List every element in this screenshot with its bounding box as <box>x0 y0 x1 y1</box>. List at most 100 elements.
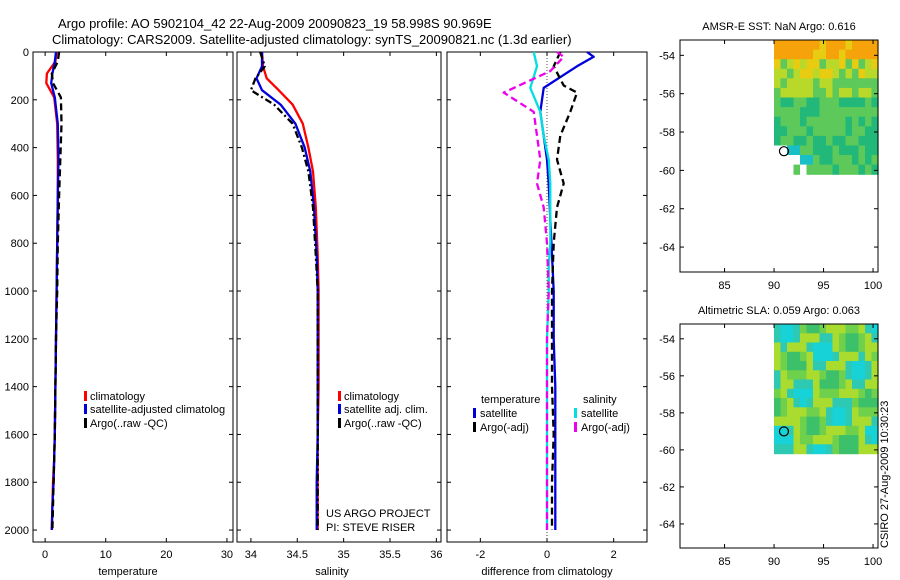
sla_map-cell <box>858 444 866 455</box>
temperature-xtick-label: 0 <box>42 549 48 561</box>
sla_map-cell <box>852 435 860 445</box>
sla_map-cell <box>826 333 834 344</box>
sla_map-cell <box>787 379 795 390</box>
sla_map-cell <box>793 351 801 362</box>
sst_map-cell <box>774 107 782 118</box>
sst_map-cell <box>832 145 840 156</box>
sst_map-cell <box>871 135 879 147</box>
sst_map-cell <box>780 135 788 147</box>
salinity-series-satellite-adj-clim- <box>255 52 319 530</box>
sst_map-cell <box>819 107 827 118</box>
sla_map-cell <box>806 425 814 436</box>
sla_map-cell <box>826 388 834 399</box>
sst_map-cell <box>800 49 808 60</box>
sst_map-cell <box>800 135 808 147</box>
salinity-xtick-label: 34 <box>245 549 257 561</box>
sla_map-cell <box>813 379 821 390</box>
sst_map-xtick-label: 95 <box>817 280 829 292</box>
sla_map-cell <box>832 342 840 353</box>
sla_map-xtick-label: 85 <box>718 556 730 568</box>
sla_map-cell <box>839 324 847 334</box>
sst_map-cell <box>871 164 879 175</box>
sla_map-cell <box>865 333 873 344</box>
sst_map-cell <box>858 40 866 51</box>
sst_map-cell <box>806 59 814 70</box>
sst_map-cell <box>858 116 866 127</box>
sla_map-cell <box>865 379 873 390</box>
sla_map-cell <box>800 379 808 390</box>
sla_map-cell <box>858 398 866 408</box>
sst_map-cell <box>865 78 873 89</box>
sla_map-cell <box>826 444 834 455</box>
sla_map-cell <box>774 333 782 344</box>
salinity-axes-frame <box>236 51 442 543</box>
sla_map-cell <box>858 435 866 445</box>
sst_map-cell <box>852 164 860 175</box>
sla_map-cell <box>845 398 853 408</box>
difference-xlabel: difference from climatology <box>481 566 613 578</box>
sst_map-title: AMSR-E SST: NaN Argo: 0.616 <box>702 21 855 33</box>
sst_map-cell <box>793 97 801 108</box>
sla_map-cell <box>832 324 840 334</box>
sst_map-cell <box>865 155 873 166</box>
sst_map-cell <box>832 107 840 118</box>
sla_map-cell <box>852 370 860 381</box>
sla_map-cell <box>826 324 834 334</box>
sla_map-cell <box>774 407 782 418</box>
sla_map-cell <box>865 370 873 381</box>
sst_map-cell <box>793 145 801 156</box>
sst_map-cell <box>793 87 801 99</box>
sla_map-cell <box>839 370 847 381</box>
sla_map-cell <box>826 407 834 418</box>
sla_map-cell <box>813 425 821 436</box>
sst_map-cell <box>871 87 879 99</box>
sla_map-cell <box>780 444 788 455</box>
sla_map-cell <box>813 370 821 381</box>
sla_map-cell <box>780 333 788 344</box>
sla_map-cell <box>806 416 814 427</box>
sla_map-cell <box>832 388 840 399</box>
sst_map-ytick-label: -60 <box>659 165 675 177</box>
sst_map-cell <box>787 126 795 137</box>
sst_map-cell <box>800 40 808 51</box>
sla_map-ytick-label: -64 <box>659 519 675 531</box>
sla_map-cell <box>813 388 821 399</box>
sla_map-cell <box>832 435 840 445</box>
difference-legend-title-salinity: salinity <box>583 394 617 406</box>
sla_map-cell <box>858 333 866 344</box>
sst_map-ytick-label: -62 <box>659 204 675 216</box>
sst_map-cell <box>806 107 814 118</box>
sla_map-cell <box>845 361 853 371</box>
sla_map-cell <box>858 425 866 436</box>
sst_map-cell <box>793 164 801 175</box>
sst_map-cell <box>800 78 808 89</box>
sst_map-cell <box>800 97 808 108</box>
sst_map-cell <box>839 78 847 89</box>
sla_map-cell <box>787 416 795 427</box>
sst_map-cell <box>813 68 821 79</box>
sst_map-cell <box>806 164 814 175</box>
sla_map-cell <box>800 324 808 334</box>
sla_map-cell <box>839 379 847 390</box>
sst_map-cell <box>845 126 853 137</box>
difference-panel: -2 0 2 difference from climatology temperatu… <box>446 51 648 578</box>
sla_map-cell <box>871 388 879 399</box>
sla_map-cell <box>845 407 853 418</box>
temperature-ytick-label: 800 <box>11 238 29 250</box>
sst_map-cell <box>800 155 808 166</box>
sst_map-cell <box>865 68 873 79</box>
sla_map-cell <box>871 416 879 427</box>
sla_map-cell <box>839 444 847 455</box>
sla_map-ytick-label: -60 <box>659 445 675 457</box>
sst_map-cell <box>774 49 782 60</box>
temperature-ytick-label: 2000 <box>5 525 29 537</box>
sla_map-cell <box>774 379 782 390</box>
sst_map-cell <box>826 135 834 147</box>
sst_map-cell <box>858 107 866 118</box>
sla_map-cell <box>819 435 827 445</box>
sst_map-cell <box>800 145 808 156</box>
sst_map-cell <box>832 155 840 166</box>
sla_map-cell <box>852 388 860 399</box>
sla_map-cell <box>871 444 879 455</box>
sst_map-cell <box>832 116 840 127</box>
